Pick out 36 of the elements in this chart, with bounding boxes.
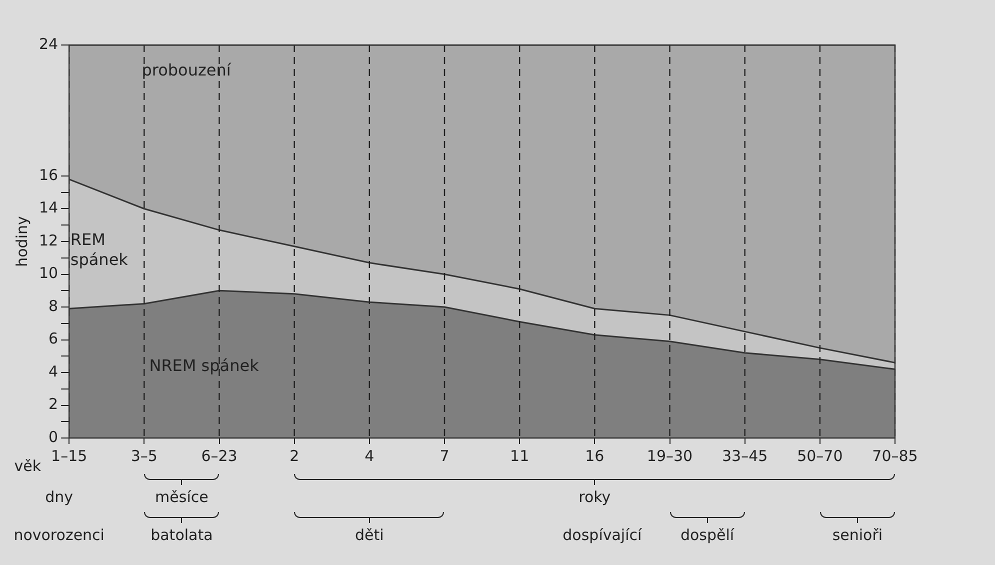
text: dny [45, 488, 74, 506]
y-tick-label: 10 [38, 264, 58, 282]
x-tick-label: 50–70 [797, 446, 843, 465]
x-tick-label: 33–45 [722, 446, 768, 465]
text: batolata [150, 526, 213, 544]
x-tick-label: 3–5 [130, 446, 158, 465]
text: roky [578, 488, 611, 506]
y-tick-label: 16 [38, 166, 58, 184]
x-tick-label: 16 [585, 446, 604, 465]
text: dospívající [562, 526, 642, 544]
y-tick-label: 12 [38, 231, 58, 250]
x-tick-label: 4 [364, 446, 374, 465]
y-tick-label: 0 [48, 428, 58, 446]
text: měsíce [155, 488, 208, 506]
y-tick-label: 4 [48, 362, 58, 380]
x-tick-label: 70–85 [872, 446, 918, 465]
x-tick-label: 6–23 [201, 446, 238, 465]
text: děti [355, 526, 384, 544]
y-tick-label: 14 [38, 198, 58, 217]
text: dospělí [680, 526, 734, 544]
text: novorozenci [14, 526, 104, 544]
y-axis-title: hodiny [12, 216, 31, 267]
y-tick-label: 6 [48, 330, 58, 348]
series-label: REM spánek [70, 230, 129, 269]
series-label: NREM spánek [149, 356, 260, 376]
y-tick-label: 24 [38, 34, 58, 53]
x-tick-label: 1–15 [51, 446, 88, 465]
x-tick-label: 19–30 [646, 446, 693, 465]
x-tick-label: 7 [440, 446, 450, 465]
series-label: probouzení [142, 60, 232, 80]
x-axis-title: věk [14, 456, 42, 475]
x-tick-label: 2 [290, 446, 300, 465]
y-tick-label: 2 [48, 395, 58, 414]
x-tick-label: 11 [510, 446, 530, 465]
y-tick-label: 8 [48, 296, 58, 315]
text: senioři [832, 526, 883, 544]
